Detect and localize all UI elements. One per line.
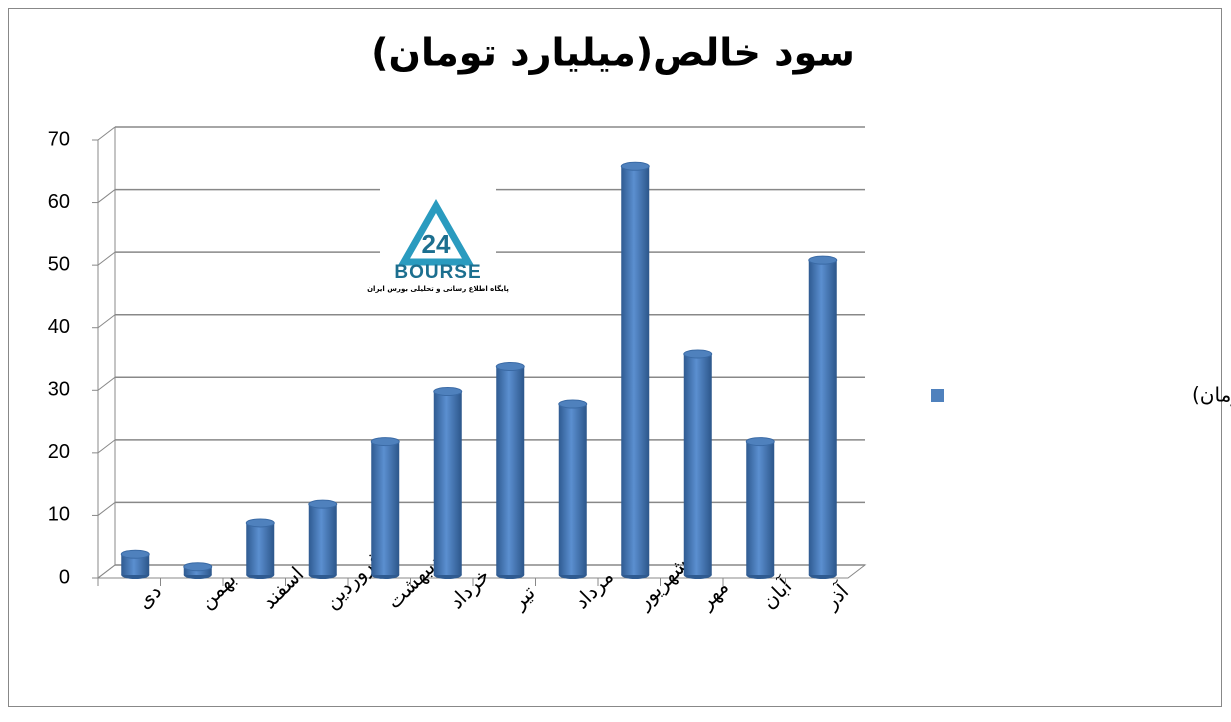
bar-top (120, 549, 150, 559)
bar-top (308, 499, 338, 509)
logo-triangle (397, 198, 475, 266)
bar (308, 504, 337, 575)
grid-line-side (97, 126, 116, 141)
grid-line-side (97, 314, 116, 329)
legend-label: سود خالص(میلیارد تومان) (1192, 383, 1231, 407)
bar (683, 354, 712, 575)
bar-top (558, 399, 588, 409)
bar (433, 391, 462, 575)
bar (746, 441, 775, 575)
grid-line-side (97, 564, 116, 579)
grid-line-side (97, 189, 116, 203)
y-tick-label: 70 (48, 128, 70, 150)
bar (808, 260, 837, 575)
y-tick-label: 60 (48, 191, 70, 213)
chart-border (8, 8, 1222, 707)
legend-swatch (931, 389, 944, 402)
y-tick-label: 0 (59, 566, 70, 588)
bar-top (683, 349, 713, 359)
logo-tagline: پایگاه اطلاع رسانی و تحلیلی بورس ایران (367, 284, 509, 293)
bar-top (620, 161, 650, 171)
y-tick-label: 20 (48, 441, 70, 463)
bar (621, 166, 650, 576)
bar (496, 366, 525, 575)
bar-top (745, 437, 775, 447)
y-tick-label: 40 (48, 316, 70, 338)
bar-top (433, 387, 463, 397)
bar (246, 522, 275, 575)
logo: 24 BOURSE پایگاه اطلاع رسانی و تحلیلی بو… (367, 186, 509, 296)
bar-top (370, 437, 400, 447)
y-tick-label: 10 (48, 504, 70, 526)
bar-top (808, 255, 838, 265)
bar (558, 404, 587, 575)
bar-top (183, 562, 213, 572)
bar-top (495, 362, 525, 372)
bar (121, 554, 150, 575)
bar (371, 441, 400, 575)
grid-line-side (97, 502, 116, 516)
grid-line-side (97, 439, 116, 454)
bar-top (245, 518, 275, 528)
logo-name: BOURSE (394, 262, 481, 283)
grid-line-side (97, 251, 116, 266)
y-tick-label: 50 (48, 253, 70, 275)
chart-title: سود خالص(میلیارد تومان) (371, 31, 855, 75)
y-tick-label: 30 (48, 379, 70, 401)
grid-line-side (97, 376, 116, 391)
logo-number: 24 (422, 229, 451, 259)
